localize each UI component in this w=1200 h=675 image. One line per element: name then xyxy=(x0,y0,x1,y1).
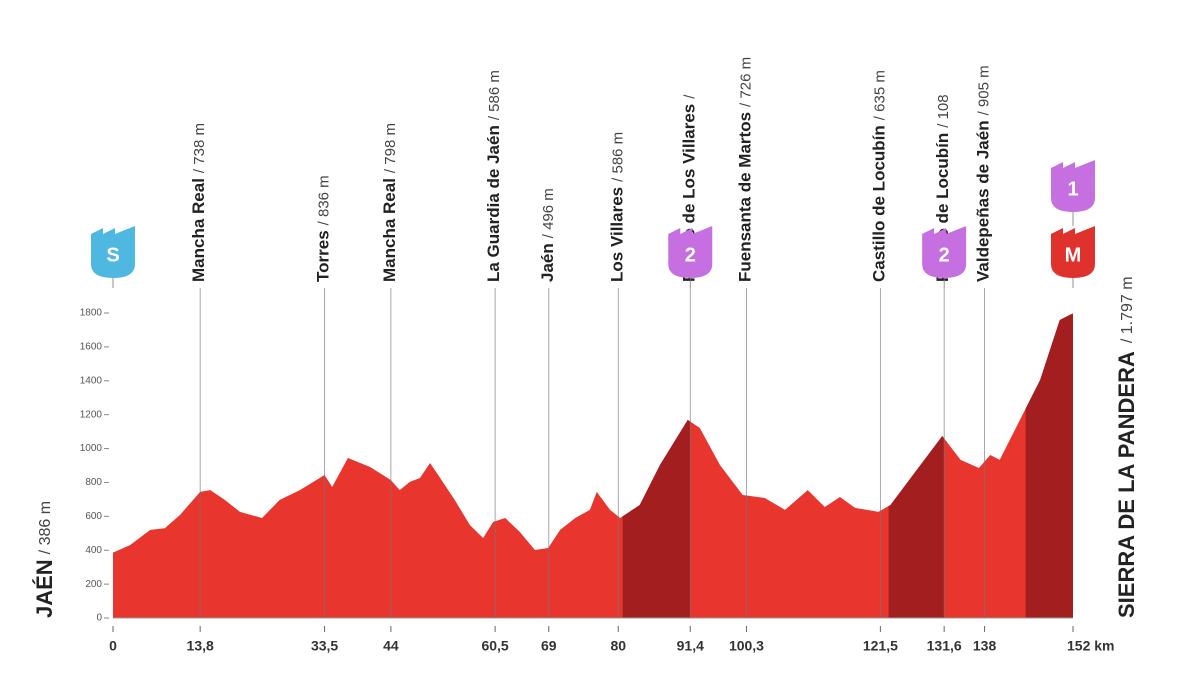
y-tick-label: 0 xyxy=(96,613,102,624)
x-tick-label: 13,8 xyxy=(187,638,214,654)
y-tick-label: 800 xyxy=(85,477,102,488)
badge-label: 2 xyxy=(939,244,950,266)
badge-label: 2 xyxy=(685,244,696,266)
waypoint-altitude: / 635 m xyxy=(871,70,888,120)
elevation-area xyxy=(113,313,1073,618)
x-tick-label: 138 xyxy=(973,638,997,654)
waypoint-altitude: / 108 xyxy=(935,94,952,127)
y-tick-label: 1800 xyxy=(80,308,103,319)
finish-altitude: / 1.797 m xyxy=(1119,276,1136,343)
waypoint-name: Mancha Real xyxy=(190,178,209,282)
finish-label: SIERRA DE LA PANDERA / 1.797 m xyxy=(1114,276,1139,618)
start-label: JAÉN / 386 m xyxy=(32,501,57,618)
plot: 0 200 400 600 800 1000 1200 1400 1600 1800 0 13,8 33… xyxy=(32,57,1139,654)
waypoint-label: Los Villares / 586 m xyxy=(608,132,627,282)
badge xyxy=(1051,160,1095,212)
y-tick-label: 1200 xyxy=(80,409,103,420)
waypoint-name: Torres xyxy=(314,230,333,282)
waypoint-label: Mancha Real / 798 m xyxy=(380,123,399,282)
waypoint-label: La Guardia de Jaén / 586 m xyxy=(485,70,504,282)
waypoint-altitude: / 586 m xyxy=(609,132,626,182)
waypoint-name: Los Villares xyxy=(608,187,627,282)
waypoint-name: Valdepeñas de Jaén xyxy=(974,120,993,282)
badge-label: M xyxy=(1065,244,1082,266)
start-altitude: / 386 m xyxy=(37,501,54,554)
x-tick-label: 152 km xyxy=(1067,638,1114,654)
badge xyxy=(922,226,967,278)
waypoint-name: La Guardia de Jaén xyxy=(485,125,504,282)
climb-shade xyxy=(888,313,945,618)
x-tick-label: 44 xyxy=(383,638,399,654)
x-tick-label: 131,6 xyxy=(927,638,962,654)
x-tick-label: 33,5 xyxy=(311,638,338,654)
waypoint-label: Jaén / 496 m xyxy=(538,188,557,282)
y-tick-label: 200 xyxy=(85,579,102,590)
y-tick-label: 1600 xyxy=(80,342,103,353)
climb-shade xyxy=(622,313,691,618)
x-tick-label: 80 xyxy=(610,638,626,654)
waypoint-altitude: / 738 m xyxy=(191,123,208,173)
waypoint-altitude: / 726 m xyxy=(737,57,754,107)
badge xyxy=(668,226,713,278)
waypoint-name: Castillo de Locubín xyxy=(870,125,889,282)
badge-label: S xyxy=(106,244,119,266)
finish-name: SIERRA DE LA PANDERA xyxy=(1114,351,1139,618)
waypoint-altitude: / xyxy=(681,94,698,99)
x-tick-label: 91,4 xyxy=(677,638,704,654)
badge-label: 1 xyxy=(1067,178,1078,200)
waypoint-altitude: / 586 m xyxy=(486,70,503,120)
x-tick-label: 121,5 xyxy=(863,638,898,654)
x-tick-label: 60,5 xyxy=(481,638,508,654)
waypoint-altitude: / 905 m xyxy=(976,65,993,115)
badge xyxy=(1051,226,1095,278)
waypoint-label: Torres / 836 m xyxy=(314,175,333,282)
y-tick-label: 600 xyxy=(85,511,102,522)
waypoint-altitude: / 836 m xyxy=(316,175,333,225)
badge xyxy=(91,226,135,278)
climb-shade xyxy=(1025,313,1073,618)
waypoint-altitude: / 798 m xyxy=(382,123,399,173)
start-name: JAÉN xyxy=(32,559,57,618)
waypoint-label: Fuensanta de Martos / 726 m xyxy=(736,57,755,282)
waypoint-name: Jaén xyxy=(538,243,557,282)
y-tick-label: 1000 xyxy=(80,443,103,454)
waypoint-name: Fuensanta de Martos xyxy=(736,112,755,282)
y-tick-label: 400 xyxy=(85,545,102,556)
waypoint-name: Mancha Real xyxy=(380,178,399,282)
waypoint-label: Castillo de Locubín / 635 m xyxy=(870,70,889,282)
x-tick-label: 69 xyxy=(541,638,557,654)
x-tick-label: 100,3 xyxy=(729,638,764,654)
y-tick-label: 1400 xyxy=(80,375,103,386)
waypoint-label: Valdepeñas de Jaén / 905 m xyxy=(974,65,993,282)
x-tick-label: 0 xyxy=(109,638,117,654)
waypoint-label: Mancha Real / 738 m xyxy=(190,123,209,282)
waypoint-altitude: / 496 m xyxy=(540,188,557,238)
